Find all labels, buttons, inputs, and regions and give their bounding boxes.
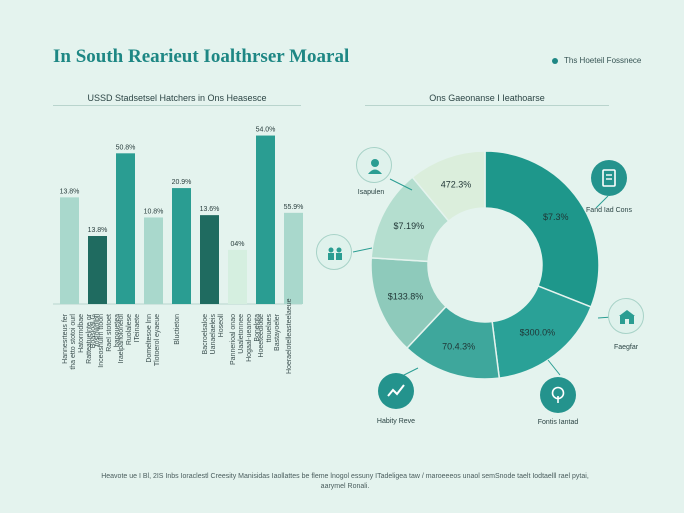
bar [284, 212, 303, 304]
slice-label: 70.4.3% [442, 341, 475, 351]
bar [144, 217, 163, 304]
bar [116, 153, 135, 304]
bar-panel-rule [53, 105, 301, 106]
donut-slice [484, 150, 600, 308]
tree-icon [540, 377, 576, 413]
legend: Ths Hoeteil Fossnece [552, 56, 641, 65]
document-icon [591, 160, 627, 196]
slice-label: 472.3% [441, 180, 472, 190]
connector-line [595, 195, 609, 209]
donut-slice [411, 150, 486, 223]
node-label: Faegfar [613, 344, 639, 351]
page-title: In South Rearieut Ioalthrser Moaral [53, 46, 350, 67]
bar-value-label: 54.0% [256, 127, 276, 134]
slice-label: $7.19% [394, 221, 425, 231]
person-icon [356, 147, 392, 183]
bar [200, 215, 219, 304]
bar-chart-title: USSD Stadsetsel Hatchers in Ons Heasesce [87, 93, 267, 103]
bar-value-label: 04% [230, 241, 244, 248]
bar-value-label: 10.8% [144, 208, 164, 215]
node-label: Isapulen [357, 189, 385, 196]
pie-panel-rule [365, 105, 609, 106]
bar-value-label: 13.8% [88, 227, 108, 234]
bar-value-label: 20.9% [172, 179, 192, 186]
building-icon [608, 298, 644, 334]
bar [256, 135, 275, 304]
legend-label: Ths Hoeteil Fossnece [564, 56, 642, 65]
connector-line [352, 247, 373, 253]
legend-swatch [552, 57, 558, 64]
node-label: Fand Iad Cons [586, 207, 632, 214]
bar [228, 249, 247, 304]
node-label: Fontis Iantad [537, 419, 579, 426]
bar [60, 197, 79, 304]
trend-line-icon [378, 373, 414, 409]
connector-line [547, 359, 561, 376]
bar [88, 236, 107, 304]
slice-label: $300.0% [520, 328, 556, 338]
bar-value-label: 50.8% [116, 144, 136, 151]
bar-value-label: 13.8% [60, 188, 80, 195]
footnote: Heavote ue I Bl, 2IS Inbs Ioraclestl Cre… [101, 473, 589, 490]
slice-label: $7.3% [543, 212, 569, 222]
people-group-icon [316, 234, 352, 270]
node-label: Habity Reve [376, 418, 416, 425]
bar-value-label: 13.6% [200, 206, 220, 213]
pie-chart-title: Ons Gaeonanse I Ieathoarse [429, 93, 545, 103]
connector-line [389, 178, 413, 191]
bar [172, 188, 191, 304]
slice-label: $133.8% [388, 291, 424, 301]
bar-value-label: 55.9% [284, 204, 304, 211]
